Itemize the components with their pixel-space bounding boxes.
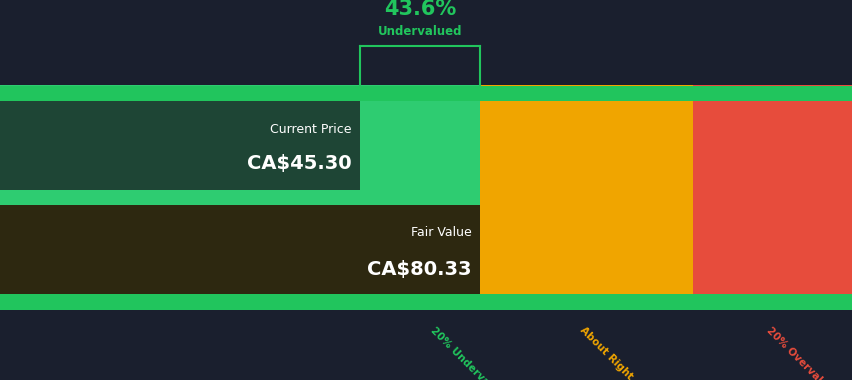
Bar — [479, 86, 692, 310]
Text: Current Price: Current Price — [269, 123, 351, 136]
Bar — [0, 86, 852, 101]
Text: 20% Undervalued: 20% Undervalued — [428, 325, 509, 380]
Text: About Right: About Right — [578, 325, 634, 380]
Bar — [0, 101, 360, 190]
Text: CA$45.30: CA$45.30 — [246, 154, 351, 173]
Text: 20% Overvalued: 20% Overvalued — [763, 325, 838, 380]
Text: Fair Value: Fair Value — [410, 225, 470, 239]
Text: Undervalued: Undervalued — [377, 25, 462, 38]
Bar — [0, 86, 479, 310]
Bar — [0, 206, 479, 294]
Text: CA$80.33: CA$80.33 — [366, 260, 470, 279]
Text: 43.6%: 43.6% — [383, 0, 456, 19]
Bar — [692, 86, 852, 310]
Bar — [0, 294, 852, 310]
